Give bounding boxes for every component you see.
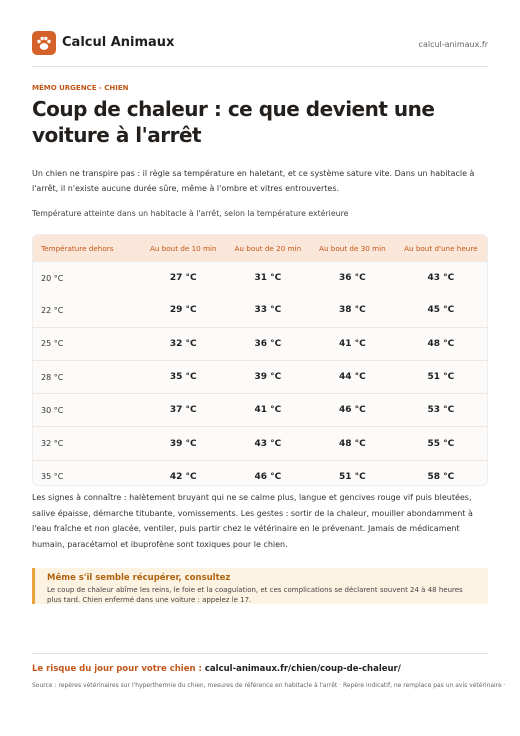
cabin-temp: 39 °C	[225, 359, 311, 394]
outside-temp: 20 °C	[33, 261, 141, 295]
cabin-temp: 39 °C	[141, 426, 226, 461]
site-url[interactable]: calcul-animaux.fr	[418, 40, 488, 49]
table-row: 28 °C 35 °C 39 °C 44 °C 51 °C	[33, 359, 487, 394]
cabin-temp: 48 °C	[310, 426, 395, 461]
cabin-temp: 29 °C	[169, 305, 197, 316]
cabin-temp: 44 °C	[310, 359, 395, 394]
source: Source : repères vétérinaires sur l'hype…	[32, 682, 506, 689]
cabin-temp: 41 °C	[310, 326, 395, 361]
signs: Les signes à connaître : halètement bruy…	[32, 493, 473, 549]
kicker: MÉMO URGENCE - CHIEN	[32, 84, 129, 92]
cabin-temp: 51 °C	[310, 459, 395, 485]
table-row: 30 °C 37 °C 41 °C 46 °C 53 °C	[33, 393, 487, 427]
cabin-temp: 53 °C	[394, 393, 487, 427]
cabin-temp: 36 °C	[310, 261, 395, 295]
cabin-temp: 42 °C	[141, 459, 226, 485]
outside-temp: 28 °C	[33, 359, 141, 394]
column-header: Au bout de 10 min	[141, 235, 226, 262]
outside-temp: 25 °C	[33, 326, 141, 361]
cabin-temp: 31 °C	[225, 261, 311, 295]
brand: Calcul Animaux	[62, 35, 175, 50]
column-header: Au bout de 30 min	[310, 235, 395, 262]
cabin-temp: 36 °C	[225, 326, 311, 361]
title: Coup de chaleur : ce que devient une voi…	[32, 97, 435, 147]
column-header: Température dehors	[33, 235, 141, 262]
outside-temp: 30 °C	[33, 393, 141, 427]
divider	[32, 66, 488, 67]
header-row: Température dehors Au bout de 10 min Au bo…	[33, 235, 487, 262]
cabin-temp: 43 °C	[394, 261, 487, 295]
footer-link[interactable]: calcul-animaux.fr/chien/coup-de-chaleur/	[204, 664, 401, 674]
callout-title: Même s'il semble récupérer, consultez	[47, 573, 231, 583]
outside-temp: 22 °C	[41, 305, 64, 315]
logo	[32, 31, 56, 55]
cabin-temp: 35 °C	[141, 359, 226, 394]
cabin-temp: 46 °C	[225, 459, 311, 485]
table-row: 25 °C 32 °C 36 °C 41 °C 48 °C	[33, 326, 487, 361]
cabin-temp: 55 °C	[394, 426, 487, 461]
cabin-temp: 45 °C	[427, 305, 455, 316]
column-header: Au bout d'une heure	[394, 235, 487, 262]
cabin-temp: 48 °C	[394, 326, 487, 361]
cabin-temp: 33 °C	[254, 305, 282, 316]
divider	[32, 653, 488, 654]
outside-temp: 32 °C	[33, 426, 141, 461]
cabin-temp: 27 °C	[141, 261, 226, 295]
cabin-temp: 37 °C	[141, 393, 226, 427]
table: Température dehors Au bout de 10 min Au bo…	[33, 235, 487, 485]
footer-label: Le risque du jour pour votre chien :	[32, 664, 202, 674]
cabin-temp: 41 °C	[225, 393, 311, 427]
footer: Le risque du jour pour votre chien : calc…	[32, 664, 401, 674]
outside-temp: 35 °C	[33, 459, 141, 485]
cabin-temp: 46 °C	[310, 393, 395, 427]
table-row: 22 °C 29 °C 33 °C 38 °C 45 °C	[33, 294, 487, 327]
cabin-temp: 32 °C	[141, 326, 226, 361]
intro: Un chien ne transpire pas : il règle sa …	[32, 169, 475, 193]
column-header: Au bout de 20 min	[225, 235, 311, 262]
table-row: 35 °C 42 °C 46 °C 51 °C 58 °C	[33, 459, 487, 485]
cabin-temp: 51 °C	[394, 359, 487, 394]
cabin-temp: 38 °C	[338, 305, 366, 316]
cabin-temp: 58 °C	[394, 459, 487, 485]
table-box: Température dehors Au bout de 10 min Au bo…	[32, 234, 488, 486]
table-row: 32 °C 39 °C 43 °C 48 °C 55 °C	[33, 426, 487, 461]
table-caption: Température atteinte dans un habitacle à…	[32, 209, 349, 218]
callout: Même s'il semble récupérer, consultez Le…	[32, 568, 488, 604]
callout-text: Le coup de chaleur abîme les reins, le f…	[47, 586, 463, 604]
cabin-temp: 43 °C	[225, 426, 311, 461]
table-row: 20 °C 27 °C 31 °C 36 °C 43 °C	[33, 261, 487, 295]
